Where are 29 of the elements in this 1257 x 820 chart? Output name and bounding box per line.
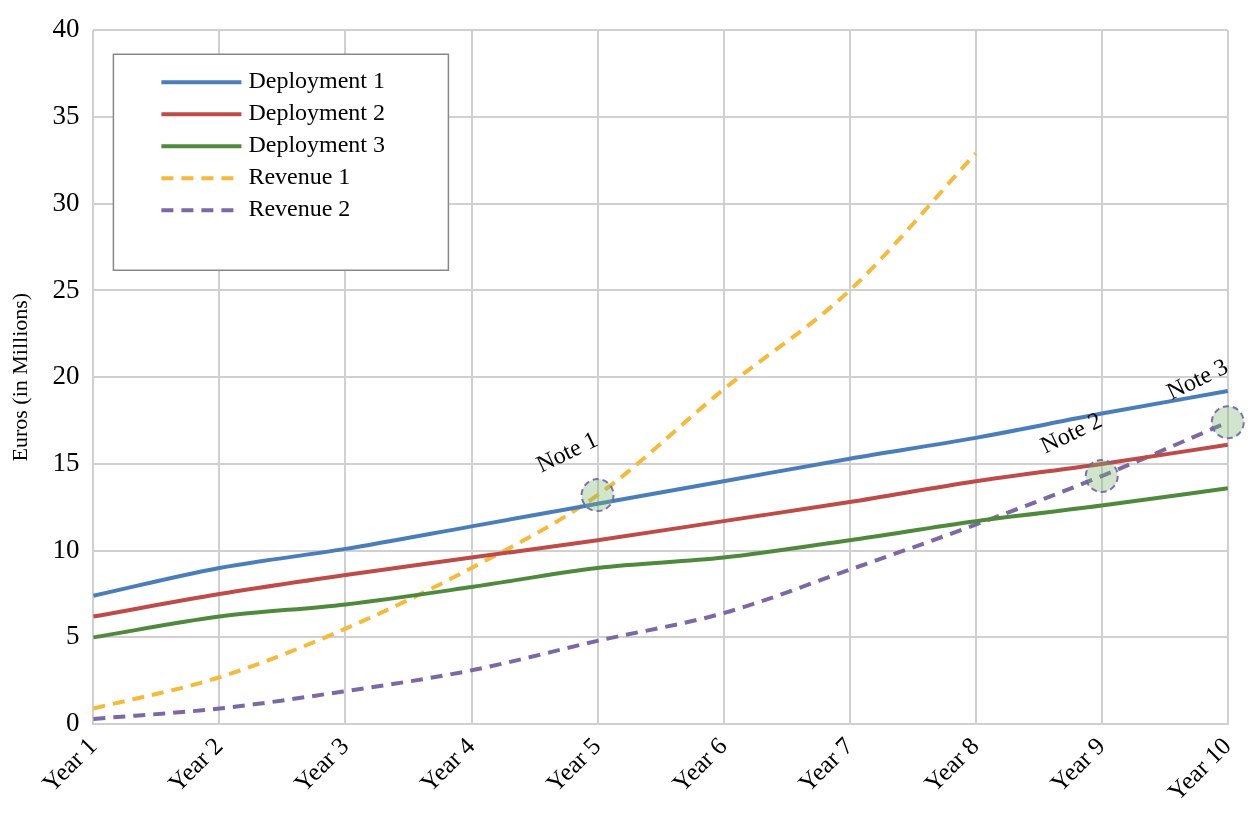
y-tick-label: 25	[52, 273, 80, 304]
x-tick-label: Year 8	[918, 731, 984, 797]
legend-label: Revenue 1	[248, 163, 351, 190]
x-tick-label: Year 2	[162, 731, 228, 797]
point	[1210, 405, 1245, 440]
x-tick-label: Year 7	[792, 731, 858, 797]
x-tick-label: Year 4	[414, 731, 481, 797]
line-series	[91, 486, 1230, 640]
y-tick-label: 10	[52, 533, 80, 564]
point	[1084, 459, 1119, 494]
y-tick-label: 40	[52, 13, 80, 44]
legend-label: Deployment 3	[248, 131, 386, 158]
annotation: Note 2	[1036, 406, 1106, 459]
x-tick-label: Year 9	[1044, 731, 1110, 797]
x-tick-label: Year 10	[1162, 731, 1236, 806]
x-tick-label: Year 6	[666, 731, 732, 797]
y-axis-title: Euros (in Millions)	[6, 292, 32, 462]
legend-label: Deployment 2	[248, 99, 386, 126]
x-tick-label: Year 5	[540, 731, 606, 797]
annotation: Note 1	[532, 425, 602, 478]
y-tick-label: 15	[52, 446, 80, 477]
y-tick-label: 20	[52, 360, 80, 391]
x-tick-label: Year 3	[288, 731, 354, 797]
y-tick-label: 5	[65, 620, 80, 651]
y-tick-label: 30	[52, 186, 80, 217]
y-tick-label: 35	[52, 100, 80, 131]
annotation: Note 3	[1162, 352, 1232, 405]
legend-label: Deployment 1	[248, 67, 386, 94]
legend-label: Revenue 2	[248, 195, 351, 222]
